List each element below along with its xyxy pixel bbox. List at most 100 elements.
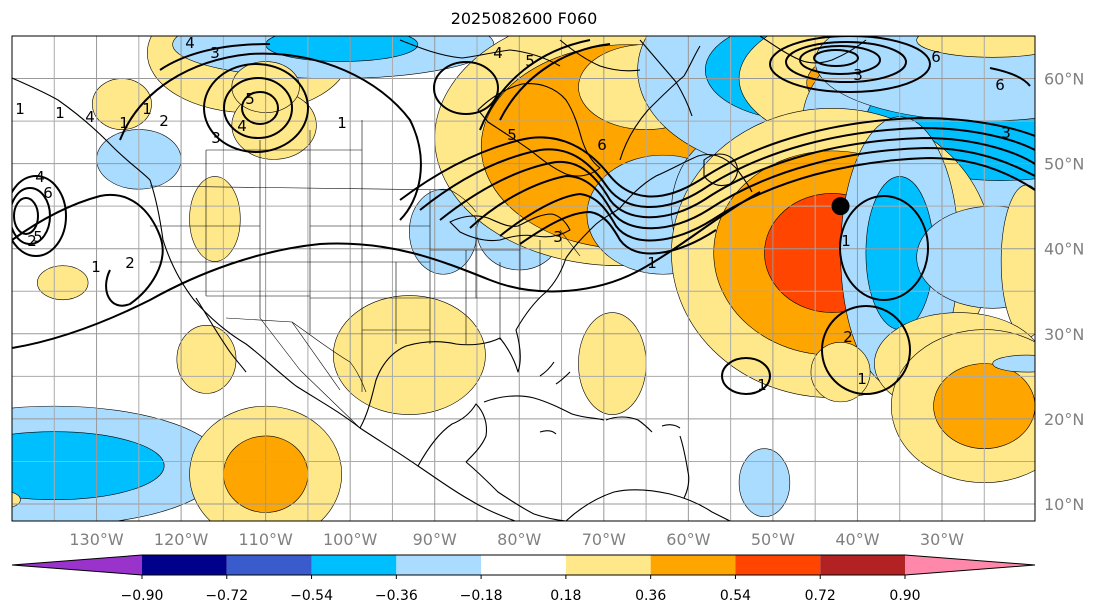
contour-label-24: 1 (757, 376, 767, 394)
contour-jet-5 (499, 156, 1035, 242)
south-america-coast (565, 489, 731, 521)
lat-label-4: 50°N (1044, 155, 1084, 174)
colorbar-extend-above (905, 555, 1035, 575)
lon-label-1: 120°W (154, 530, 209, 549)
contour-label-8: 1 (337, 114, 347, 132)
lat-label-5: 60°N (1044, 70, 1084, 89)
lon-label-6: 70°W (582, 530, 626, 549)
contour-label-2: 5 (245, 90, 255, 108)
colorbar-bin-1 (226, 555, 312, 575)
contour-greenland-1 (769, 36, 931, 93)
contour-greenland-3 (799, 45, 881, 75)
hispaniola (605, 416, 653, 433)
mexico-states (259, 317, 361, 429)
colorbar-label-4: −0.18 (460, 588, 503, 604)
great-lakes (449, 213, 571, 242)
central-america (465, 461, 567, 521)
contour-atl-b (821, 305, 911, 395)
labrador-coast (619, 45, 701, 161)
shaded-region-44 (12, 492, 21, 508)
shaded-region-33 (578, 312, 647, 415)
contour-label-23: 1 (841, 232, 851, 250)
lat-label-2: 30°N (1044, 325, 1084, 344)
contour-label-16: 5 (507, 126, 517, 144)
contour-label-25: 1 (857, 370, 867, 388)
colorbar-label-9: 0.90 (889, 588, 920, 604)
bahamas (539, 361, 571, 385)
lat-label-0: 10°N (1044, 495, 1084, 514)
contour-label-31: 6 (995, 76, 1005, 94)
shaded-region-2 (265, 36, 419, 62)
contour-label-3: 4 (237, 117, 247, 135)
lon-label-3: 100°W (323, 530, 378, 549)
cuba (483, 395, 605, 421)
contour-jet-3 (439, 136, 1035, 221)
contour-label-0: 4 (185, 34, 195, 52)
contour-hudson (433, 61, 499, 115)
contour-label-4: 3 (211, 129, 221, 147)
shaded-region-8 (37, 265, 89, 301)
contour-labrador-1 (499, 43, 611, 121)
contour-atl-c (721, 357, 771, 395)
contour-label-10: 6 (43, 184, 53, 202)
shaded-region-43 (738, 448, 791, 518)
latitude-labels: 10°N 20°N 30°N 40°N 50°N 60°N (1044, 70, 1084, 514)
lon-label-10: 30°W (920, 530, 964, 549)
contour-greenland-4 (813, 49, 859, 67)
contour-label-12: 2 (125, 254, 135, 272)
contour-pacific-low-3 (13, 197, 39, 235)
colorbar-label-3: −0.36 (375, 588, 418, 604)
colorbar-label-0: −0.90 (121, 588, 164, 604)
lat-label-1: 20°N (1044, 410, 1084, 429)
state-borders (149, 120, 581, 429)
colorbar-label-6: 0.36 (635, 588, 666, 604)
lon-label-7: 60°W (666, 530, 710, 549)
contour-labrador-2 (479, 39, 591, 131)
contour-label-11: 5 (33, 228, 43, 246)
state-lines-east (430, 226, 581, 344)
contour-iceland (989, 67, 1031, 87)
contour-label-1: 3 (210, 44, 220, 62)
greenland (759, 36, 867, 64)
contour-nw-big (119, 52, 422, 221)
lon-label-4: 90°W (413, 530, 457, 549)
us-canada-border (149, 185, 477, 213)
lon-label-9: 40°W (835, 530, 879, 549)
colorbar: −0.90 −0.72 −0.54 −0.36 −0.18 0.18 0.36 0.54 0.7… (11, 554, 1036, 604)
lon-label-0: 130°W (69, 530, 124, 549)
contour-label-28: 1 (119, 114, 129, 132)
contour-lines (12, 36, 1035, 395)
colorbar-bin-4 (481, 555, 566, 575)
canada-provinces (205, 120, 363, 190)
contour-label-6: 2 (159, 112, 169, 130)
contour-label-7: 1 (91, 258, 101, 276)
atlantic-canada-coast (619, 153, 753, 209)
lon-label-5: 80°W (497, 530, 541, 549)
contour-jet-1 (399, 116, 1035, 201)
jamaica (539, 430, 557, 435)
colorbar-extend-below (12, 555, 142, 575)
contour-label-5: 1 (142, 100, 152, 118)
map-title: 2025082600 F060 (450, 9, 598, 28)
contour-label-14: 4 (85, 108, 95, 126)
contour-nw-2 (223, 77, 293, 139)
puerto-rico (661, 424, 681, 429)
lon-label-8: 50°W (751, 530, 795, 549)
contour-outer-1 (12, 191, 761, 349)
colorbar-bin-3 (396, 555, 482, 575)
shaded-region-45 (992, 354, 1035, 373)
contour-pacific-low-2 (12, 187, 51, 245)
contour-label-9: 4 (35, 168, 45, 186)
shaded-region-32 (1000, 184, 1035, 339)
lon-label-2: 110°W (238, 530, 293, 549)
contour-jet-6 (519, 210, 717, 255)
contour-label-30: 4 (493, 44, 503, 62)
shaded-region-34 (810, 342, 871, 403)
baffin-island (639, 39, 693, 117)
contour-north (159, 43, 271, 71)
contour-label-20: 6 (931, 48, 941, 66)
colorbar-bin-0 (142, 555, 227, 575)
colorbar-label-5: 0.18 (550, 588, 581, 604)
